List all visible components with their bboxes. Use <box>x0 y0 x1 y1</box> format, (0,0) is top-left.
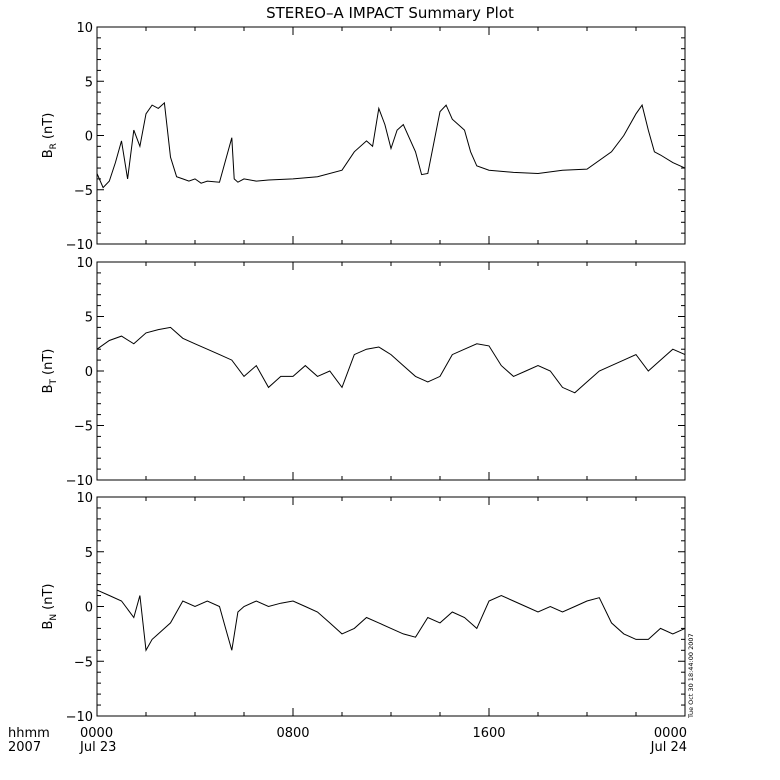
y-axis-label-sub: N <box>49 614 59 621</box>
y-tick-label: 10 <box>76 256 93 271</box>
y-tick-label: 5 <box>85 546 93 561</box>
y-tick-label: −5 <box>74 420 93 435</box>
y-tick-label: 0 <box>85 601 93 616</box>
y-axis-label: BR (nT) <box>41 113 59 159</box>
y-axis-label: BT (nT) <box>41 349 59 394</box>
x-date-label: Jul 24 <box>650 740 687 755</box>
y-axis-label-sub: R <box>49 143 59 149</box>
y-axis-label-unit: (nT) <box>41 584 56 610</box>
y-axis-label-main: B <box>41 621 56 630</box>
panel-n: 10 5 0 −5 −10 BN (nT) <box>41 491 686 725</box>
panel-frame <box>96 261 686 481</box>
y-tick-label: 10 <box>76 21 93 36</box>
y-axis-label-main: B <box>41 149 56 158</box>
x-date-label: Jul 23 <box>79 740 116 755</box>
y-tick-label: −10 <box>66 474 93 489</box>
y-tick-label: 10 <box>76 491 93 506</box>
x-year-label: 2007 <box>8 740 41 755</box>
y-axis-label-unit: (nT) <box>41 349 56 375</box>
series-line-r <box>96 101 686 189</box>
y-tick-label: −5 <box>74 655 93 670</box>
x-tick-label: 0000 <box>80 726 113 741</box>
y-tick-label: 0 <box>85 130 93 145</box>
panel-frame <box>96 26 686 245</box>
y-axis-label-main: B <box>41 384 56 393</box>
x-tick-label: 0000 <box>654 726 687 741</box>
panels-group: 1050−5−10BR(nT)1050−5−10BT(nT)1050−5−10B… <box>41 21 686 725</box>
plot-timestamp: Tue Oct 30 18:44:00 2007 <box>687 633 695 719</box>
series-line-n <box>96 589 686 652</box>
y-tick-label: −10 <box>66 238 93 253</box>
y-tick-label: −10 <box>66 710 93 725</box>
y-axis-label: BN (nT) <box>41 584 59 630</box>
y-tick-label: 5 <box>85 75 93 90</box>
x-unit-label: hhmm <box>8 726 50 741</box>
series-line-t <box>96 326 686 394</box>
panel-t: 10 5 0 −5 −10 BT (nT) <box>41 256 686 489</box>
panel-r: 10 5 0 −5 −10 BR (nT) <box>41 21 686 253</box>
y-tick-label: −5 <box>74 184 93 199</box>
y-axis-label-sub: T <box>49 378 59 385</box>
y-tick-label: 5 <box>85 311 93 326</box>
chart-title: STEREO–A IMPACT Summary Plot <box>266 4 514 22</box>
x-tick-label: 1600 <box>472 726 505 741</box>
y-axis-label-unit: (nT) <box>41 113 56 139</box>
panel-frame <box>96 496 686 717</box>
y-tick-label: 0 <box>85 365 93 380</box>
x-tick-label: 0800 <box>276 726 309 741</box>
